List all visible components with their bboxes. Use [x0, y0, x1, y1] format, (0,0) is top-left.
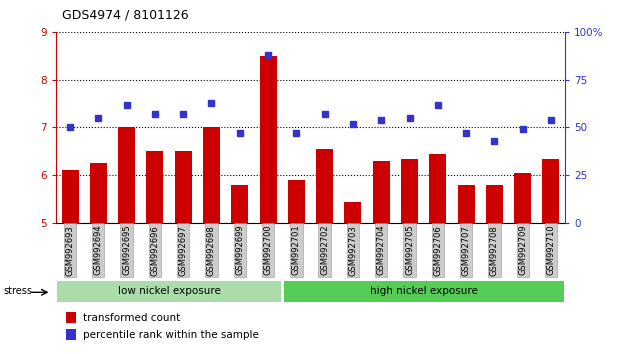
Text: transformed count: transformed count: [83, 313, 181, 322]
Text: GSM992709: GSM992709: [518, 225, 527, 275]
Bar: [66, 329, 76, 340]
Text: GSM992708: GSM992708: [490, 225, 499, 275]
Text: GDS4974 / 8101126: GDS4974 / 8101126: [62, 9, 189, 22]
Bar: [203, 127, 220, 223]
Bar: [486, 185, 503, 223]
Text: GSM992699: GSM992699: [235, 225, 244, 275]
Text: GSM992700: GSM992700: [263, 225, 273, 275]
Text: GSM992694: GSM992694: [94, 225, 103, 275]
Text: GSM992693: GSM992693: [66, 225, 75, 275]
Bar: [316, 149, 333, 223]
Text: GSM992695: GSM992695: [122, 225, 131, 275]
Bar: [90, 163, 107, 223]
Bar: [61, 171, 78, 223]
Bar: [147, 152, 163, 223]
Bar: [345, 201, 361, 223]
Bar: [429, 154, 446, 223]
FancyBboxPatch shape: [57, 281, 281, 302]
Bar: [401, 159, 418, 223]
Text: GSM992702: GSM992702: [320, 225, 329, 275]
Text: GSM992703: GSM992703: [348, 225, 358, 275]
Text: GSM992696: GSM992696: [150, 225, 160, 275]
Text: stress: stress: [3, 286, 32, 296]
Text: GSM992704: GSM992704: [377, 225, 386, 275]
Bar: [260, 56, 276, 223]
Text: GSM992701: GSM992701: [292, 225, 301, 275]
Text: GSM992706: GSM992706: [433, 225, 442, 275]
Text: GSM992710: GSM992710: [546, 225, 555, 275]
FancyBboxPatch shape: [284, 281, 564, 302]
Bar: [543, 159, 560, 223]
Bar: [288, 180, 305, 223]
Bar: [373, 161, 390, 223]
Text: low nickel exposure: low nickel exposure: [117, 286, 220, 296]
Bar: [458, 185, 474, 223]
Text: percentile rank within the sample: percentile rank within the sample: [83, 330, 260, 339]
Bar: [66, 312, 76, 323]
Bar: [514, 173, 531, 223]
Text: high nickel exposure: high nickel exposure: [369, 286, 478, 296]
Text: GSM992705: GSM992705: [405, 225, 414, 275]
Text: GSM992698: GSM992698: [207, 225, 216, 275]
Bar: [118, 127, 135, 223]
Text: GSM992697: GSM992697: [179, 225, 188, 275]
Text: GSM992707: GSM992707: [461, 225, 471, 275]
Bar: [175, 152, 192, 223]
Bar: [231, 185, 248, 223]
